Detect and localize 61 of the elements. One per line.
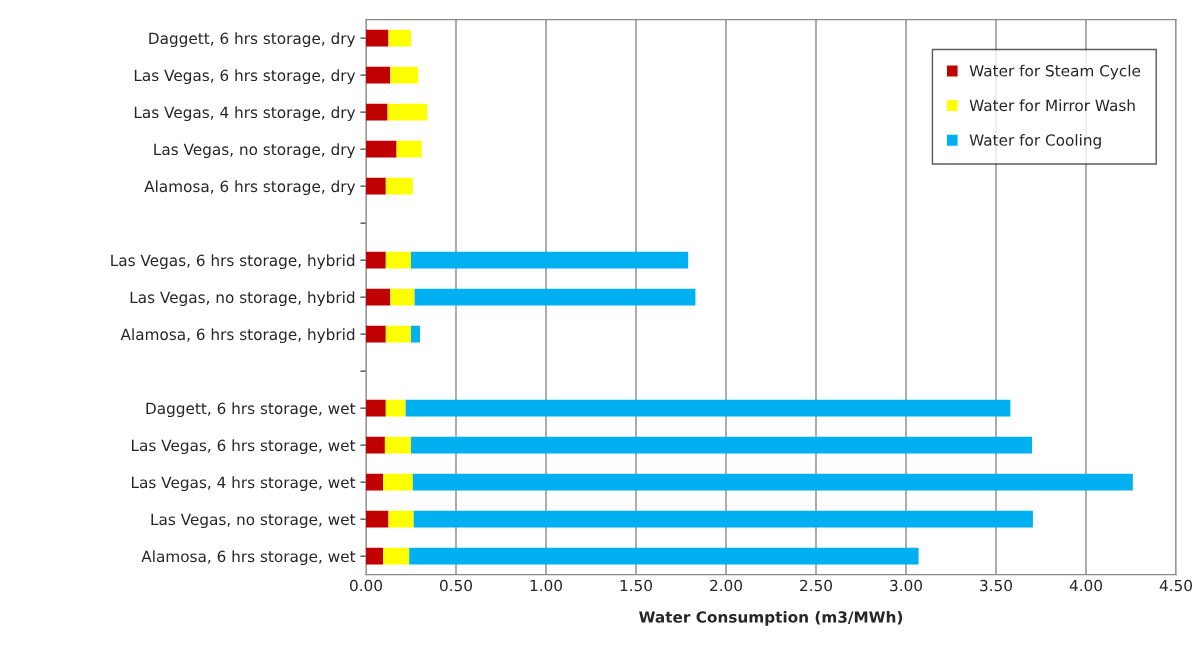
y-tick-label: Las Vegas, 4 hrs storage, dry — [134, 106, 356, 122]
bar — [383, 473, 413, 491]
y-tick-label: Las Vegas, no storage, wet — [151, 513, 356, 529]
bar — [385, 399, 406, 417]
bar — [366, 325, 386, 343]
bar — [385, 325, 411, 343]
y-tick-label: Las Vegas, 6 hrs storage, hybrid — [111, 254, 355, 270]
bar — [384, 436, 411, 454]
bar — [390, 288, 415, 306]
bar — [388, 29, 411, 47]
bar — [412, 473, 1133, 491]
y-tick-label: Las Vegas, 6 hrs storage, wet — [132, 439, 356, 455]
bar — [385, 251, 411, 269]
bar — [390, 66, 419, 84]
legend-label: Water for Steam Cycle — [969, 64, 1141, 80]
bar — [366, 29, 389, 47]
bar — [411, 251, 689, 269]
y-tick-label: Las Vegas, no storage, dry — [154, 143, 356, 159]
bar — [413, 510, 1033, 528]
x-tick-label: 3.50 — [980, 579, 1012, 592]
bar — [387, 103, 428, 121]
bar — [366, 288, 391, 306]
y-tick-label: Daggett, 6 hrs storage, dry — [149, 32, 356, 48]
x-tick-label: 3.00 — [890, 579, 922, 592]
x-tick-label: 2.50 — [800, 579, 832, 592]
y-tick-label: Alamosa, 6 hrs storage, wet — [141, 550, 356, 566]
y-tick-label: Las Vegas, 6 hrs storage, dry — [134, 69, 356, 85]
bar — [383, 547, 410, 565]
bar — [366, 140, 397, 158]
bar — [366, 103, 388, 121]
bar — [396, 140, 422, 158]
bar — [414, 288, 696, 306]
y-tick-label: Las Vegas, 4 hrs storage, wet — [132, 476, 356, 492]
y-tick-label: Alamosa, 6 hrs storage, dry — [144, 180, 356, 196]
x-tick-label: 0.50 — [440, 579, 472, 592]
y-tick-label: Daggett, 6 hrs storage, wet — [146, 402, 356, 418]
y-tick-label: Las Vegas, no storage, hybrid — [130, 291, 355, 307]
x-tick-label: 0.00 — [350, 579, 382, 592]
bar — [405, 399, 1011, 417]
x-tick-label: 1.50 — [620, 579, 652, 592]
bar — [388, 510, 414, 528]
bar — [366, 473, 384, 491]
x-axis-title: Water Consumption (m3/MWh) — [639, 610, 903, 626]
bar — [366, 66, 391, 84]
legend-label: Water for Mirror Wash — [969, 99, 1135, 112]
bar — [411, 436, 1032, 454]
bar — [366, 547, 384, 565]
x-tick-label: 2.00 — [710, 579, 742, 592]
bar — [411, 325, 420, 343]
x-tick-label: 1.00 — [530, 579, 562, 592]
bar — [366, 399, 386, 417]
bar — [366, 436, 385, 454]
bar — [409, 547, 919, 565]
bar — [366, 177, 386, 195]
x-tick-label: 4.50 — [1159, 579, 1192, 592]
bar — [385, 177, 413, 195]
y-tick-label: Alamosa, 6 hrs storage, hybrid — [120, 328, 355, 344]
bar — [366, 510, 389, 528]
bar — [366, 251, 386, 269]
x-tick-label: 4.00 — [1069, 579, 1102, 592]
legend-label: Water for Cooling — [969, 134, 1101, 149]
